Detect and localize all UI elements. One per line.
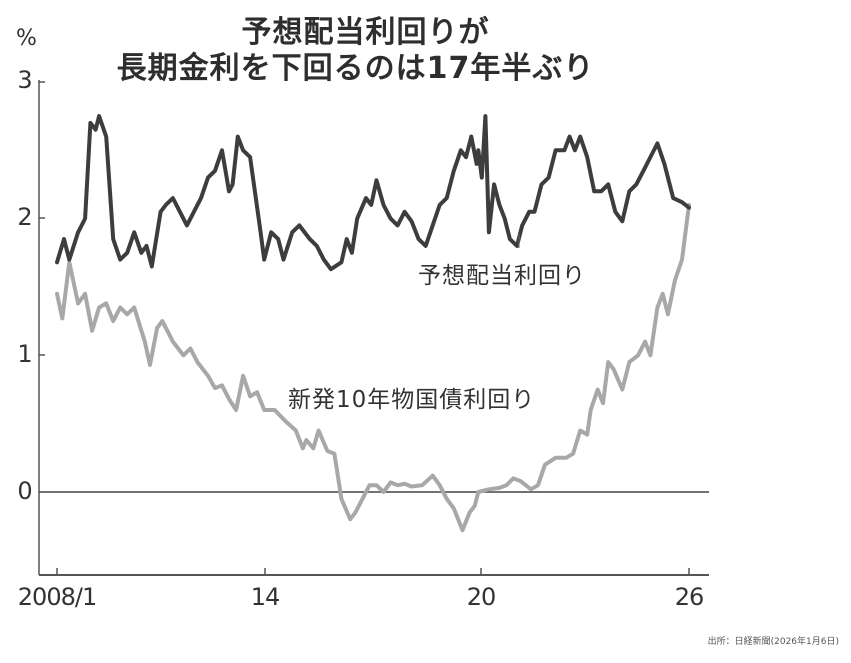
- x-tick-label-20: 20: [466, 583, 497, 611]
- y-tick-label-0: 0: [17, 477, 33, 505]
- y-axis-unit: %: [16, 26, 37, 51]
- y-tick-label-1: 1: [17, 340, 33, 368]
- y-tick-label-2: 2: [17, 203, 33, 231]
- x-tick-label-14: 14: [250, 583, 281, 611]
- jgb-yield-label: 新発10年物国債利回り: [288, 387, 536, 413]
- y-tick-label-3: 3: [17, 66, 33, 94]
- jgb-yield-line: [55, 202, 691, 533]
- x-tick-label-26: 26: [674, 583, 705, 611]
- source-note: 出所：日経新聞(2026年1月6日): [707, 637, 839, 647]
- chart-title-line2: 長期金利を下回るのは17年半ぶり: [116, 51, 595, 86]
- axes: [38, 80, 709, 576]
- dividend-yield-line: [55, 114, 691, 272]
- x-tick-label-2008: 2008/1: [17, 583, 97, 611]
- dividend-yield-label: 予想配当利回り: [418, 263, 586, 289]
- chart-title-line1: 予想配当利回りが: [241, 15, 490, 50]
